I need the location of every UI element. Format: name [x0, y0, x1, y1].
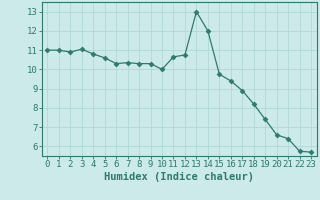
X-axis label: Humidex (Indice chaleur): Humidex (Indice chaleur): [104, 172, 254, 182]
